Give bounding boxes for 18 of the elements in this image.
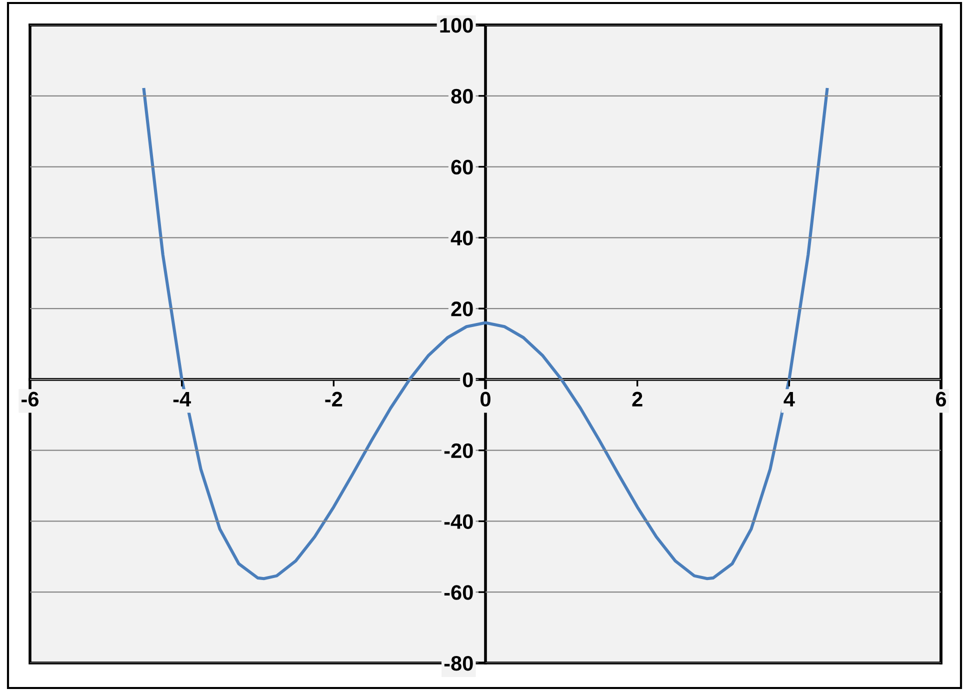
line-series (142, 88, 829, 580)
x-tick-label: -4 (173, 392, 191, 406)
x-tick-label: 6 (936, 392, 946, 407)
x-tick-label: 4 (784, 392, 795, 406)
y-tick-label: 60 (451, 160, 473, 175)
x-tick-label: -6 (22, 392, 39, 407)
y-tick-label: 40 (450, 230, 473, 246)
y-tick-label: 20 (451, 302, 473, 316)
y-tick-label: -80 (444, 656, 473, 671)
y-tick-label: -20 (444, 443, 473, 458)
x-tick-label: 0 (480, 392, 490, 407)
x-tick-label: 2 (632, 392, 642, 406)
y-tick-label: -40 (444, 514, 473, 529)
y-tick-label: 0 (462, 372, 473, 388)
y-tick-label: -60 (444, 585, 473, 600)
y-tick-label: 80 (451, 88, 473, 104)
x-tick-label: -2 (325, 392, 342, 406)
y-tick-label: 100 (440, 18, 473, 33)
